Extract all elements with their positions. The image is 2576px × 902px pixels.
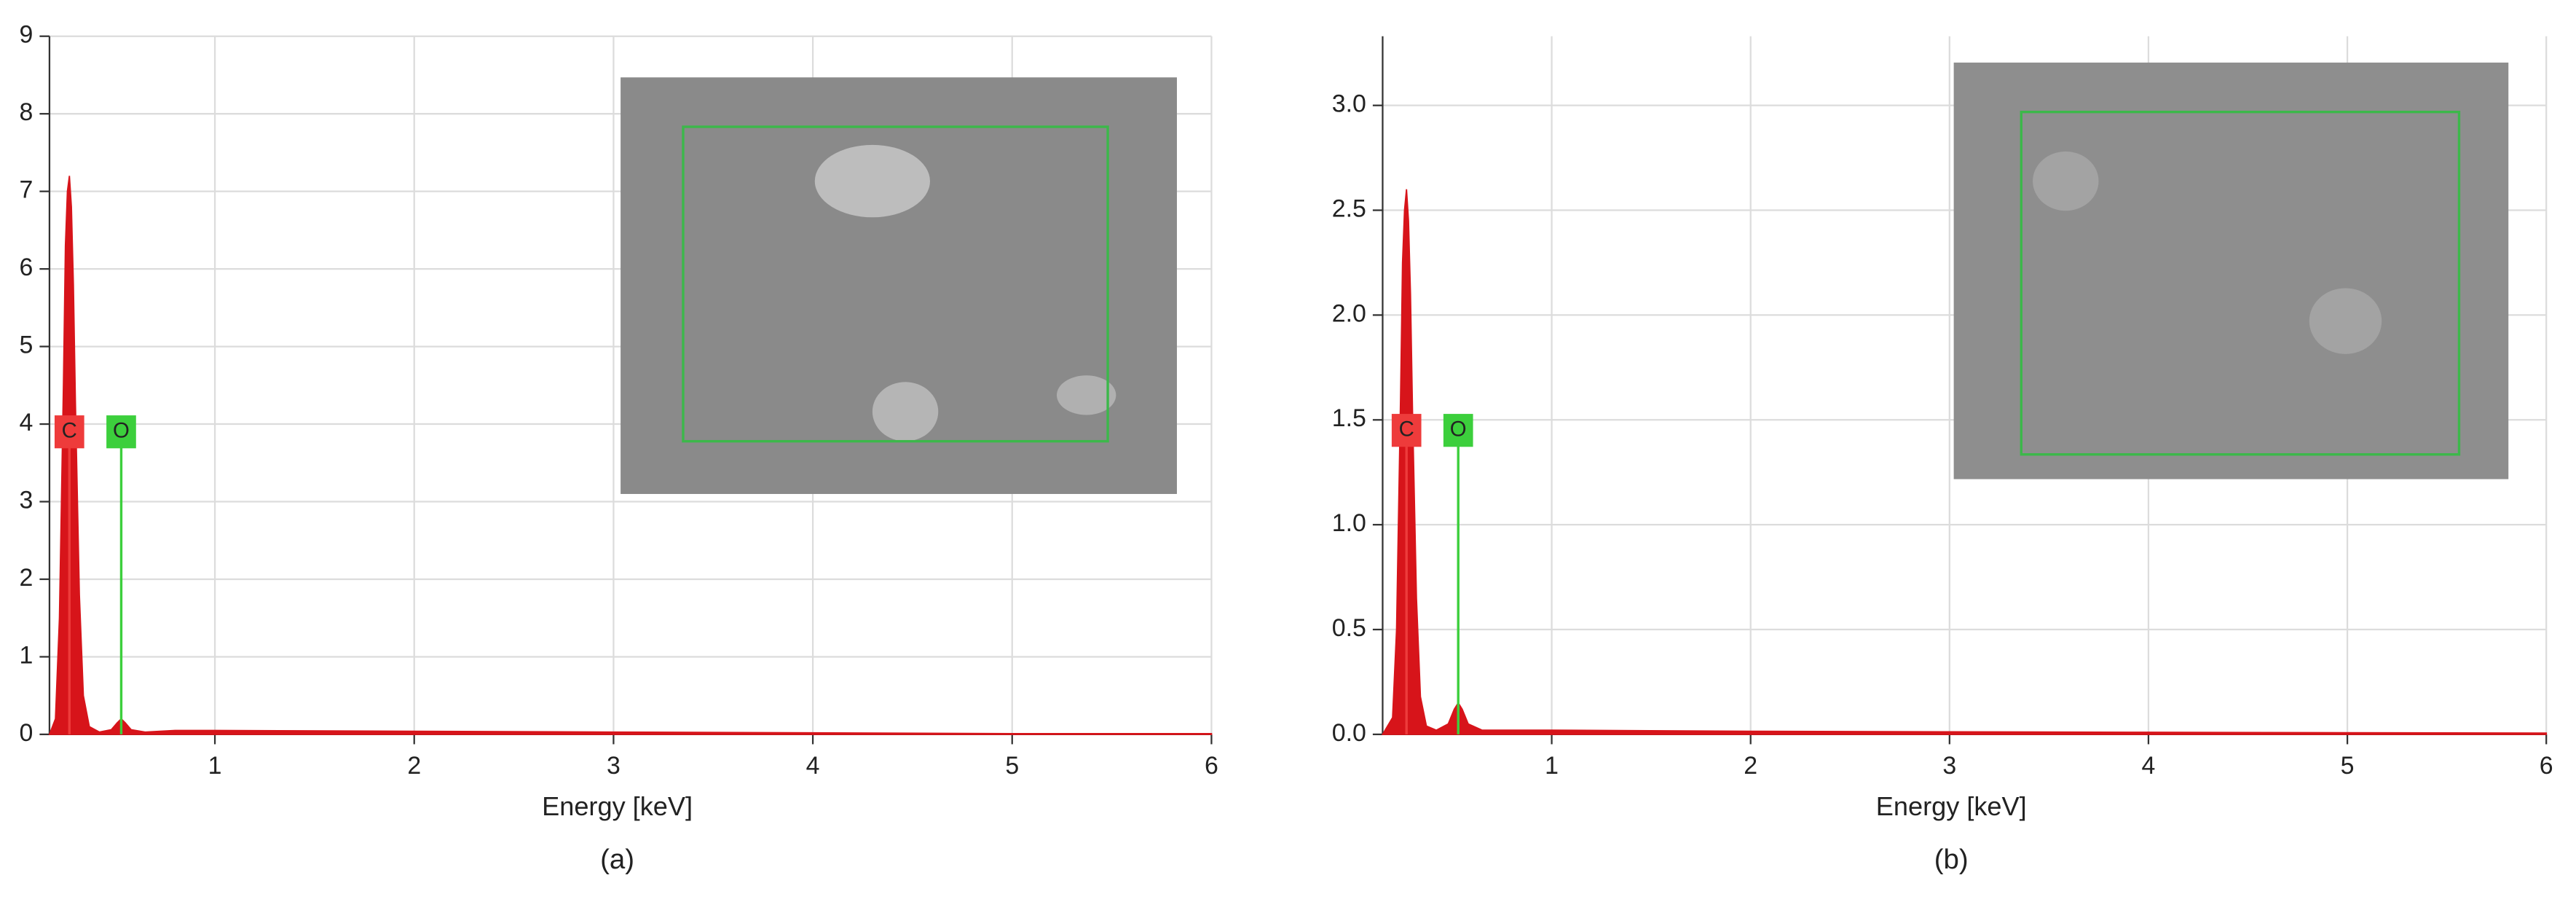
selection-box: [682, 125, 1109, 443]
particle: [1056, 375, 1116, 415]
peak-label-box: [1391, 414, 1422, 447]
peak-label-box: [1443, 414, 1473, 447]
y-tick-label: 6: [19, 254, 33, 281]
x-tick-label: 5: [1005, 752, 1019, 780]
caption: (a): [600, 844, 634, 875]
x-tick-label: 6: [1205, 752, 1218, 780]
peak-label-box: [54, 415, 84, 449]
x-tick-label: 4: [806, 752, 820, 780]
x-tick-label: 4: [2142, 752, 2156, 780]
caption: (b): [1934, 844, 1969, 875]
sem-inset-b: [1953, 62, 2509, 479]
y-tick-label: 7: [19, 176, 33, 204]
x-tick-label: 3: [607, 752, 621, 780]
peak-label: C: [1399, 417, 1414, 441]
peak-label: O: [113, 418, 130, 442]
x-tick-label: 1: [208, 752, 222, 780]
particle: [814, 144, 930, 218]
peak-label-box: [106, 415, 136, 449]
y-tick-label: 5: [19, 332, 33, 359]
y-tick-label: 1.0: [1332, 509, 1366, 537]
y-tick-label: 1: [19, 641, 33, 669]
particle: [872, 382, 939, 442]
y-tick-label: 0.0: [1332, 719, 1366, 747]
y-tick-label: 2.5: [1332, 195, 1366, 223]
x-axis-label: Energy [keV]: [542, 791, 693, 821]
particle: [2033, 151, 2099, 211]
y-tick-label: 2: [19, 564, 33, 592]
y-tick-label: 0.5: [1332, 614, 1366, 642]
peak-label: O: [1450, 417, 1467, 441]
x-tick-label: 1: [1545, 752, 1559, 780]
selection-box: [2020, 110, 2461, 456]
y-tick-label: 9: [19, 21, 33, 49]
peak-label: C: [62, 418, 77, 442]
y-tick-label: 8: [19, 98, 33, 126]
y-tick-label: 3.0: [1332, 90, 1366, 118]
spectrum-area: [48, 176, 1213, 735]
x-tick-label: 2: [1744, 752, 1757, 780]
y-tick-label: 0: [19, 719, 33, 747]
y-tick-label: 2.0: [1332, 299, 1366, 327]
y-tick-label: 4: [19, 409, 33, 436]
sem-image: [1953, 62, 2509, 479]
x-tick-label: 6: [2540, 752, 2553, 780]
x-tick-label: 2: [407, 752, 421, 780]
x-tick-label: 5: [2341, 752, 2355, 780]
y-tick-label: 3: [19, 486, 33, 514]
x-tick-label: 3: [1942, 752, 1956, 780]
particle: [2309, 288, 2382, 354]
sem-inset-a: [621, 77, 1177, 494]
x-axis-label: Energy [keV]: [1876, 791, 2027, 821]
spectrum-area: [1381, 189, 2548, 735]
y-tick-label: 1.5: [1332, 404, 1366, 432]
